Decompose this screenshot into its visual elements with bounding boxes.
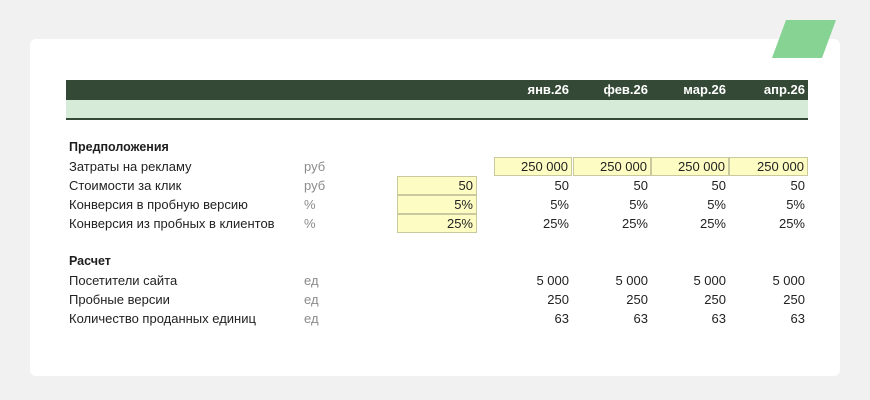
cell-input[interactable]: 250 000	[651, 157, 729, 176]
cell-value[interactable]: 25%	[699, 216, 726, 231]
cell-input[interactable]: 250 000	[494, 157, 572, 176]
row-label: Затраты на рекламу	[69, 159, 192, 174]
cell-value[interactable]: 25%	[542, 216, 569, 231]
row-unit: ед	[304, 273, 319, 288]
month-header-feb[interactable]: фев.26	[603, 82, 649, 97]
row-label: Конверсия в пробную версию	[69, 197, 248, 212]
cell-value[interactable]: 250	[783, 292, 805, 307]
brand-stripe-icon	[772, 20, 836, 58]
cell-value[interactable]: 50	[711, 178, 726, 193]
row-unit: ед	[304, 292, 319, 307]
cell-input[interactable]: 250 000	[729, 157, 808, 176]
row-label: Посетители сайта	[69, 273, 178, 288]
table-row: Посетители сайта ед 5 000 5 000 5 000 5 …	[0, 271, 870, 290]
cell-input[interactable]: 50	[397, 176, 477, 195]
cell-value[interactable]: 50	[554, 178, 569, 193]
month-header-jan[interactable]: янв.26	[527, 82, 569, 97]
cell-value[interactable]: 250	[547, 292, 569, 307]
section-title-assumptions: Предположения	[69, 140, 169, 154]
table-row: Затраты на рекламу руб 250 000 250 000 2…	[0, 157, 870, 176]
table-row: Конверсия из пробных в клиентов % 25% 25…	[0, 214, 870, 233]
header-sub-bar	[66, 100, 808, 120]
table-row: Конверсия в пробную версию % 5% 5% 5% 5%…	[0, 195, 870, 214]
month-header-mar[interactable]: мар.26	[683, 82, 726, 97]
month-header-apr[interactable]: апр.26	[763, 82, 805, 97]
cell-value[interactable]: 5%	[550, 197, 569, 212]
cell-value[interactable]: 50	[633, 178, 648, 193]
row-label: Стоимости за клик	[69, 178, 182, 193]
row-label: Конверсия из пробных в клиентов	[69, 216, 275, 231]
cell-value[interactable]: 5 000	[772, 273, 805, 288]
section-title-calculation: Расчет	[69, 254, 111, 268]
cell-input[interactable]: 25%	[397, 214, 477, 233]
cell-value[interactable]: 63	[554, 311, 569, 326]
cell-value[interactable]: 25%	[778, 216, 805, 231]
cell-value[interactable]: 5 000	[693, 273, 726, 288]
cell-value[interactable]: 5%	[786, 197, 805, 212]
table-row: Пробные версии ед 250 250 250 250	[0, 290, 870, 309]
cell-input[interactable]: 250 000	[573, 157, 651, 176]
table-row: Количество проданных единиц ед 63 63 63 …	[0, 309, 870, 328]
row-unit: ед	[304, 311, 319, 326]
cell-value[interactable]: 50	[790, 178, 805, 193]
cell-value[interactable]: 63	[711, 311, 726, 326]
cell-value[interactable]: 63	[790, 311, 805, 326]
row-unit: руб	[304, 178, 326, 193]
cell-value[interactable]: 63	[633, 311, 648, 326]
cell-input[interactable]: 5%	[397, 195, 477, 214]
header-month-bar	[66, 80, 808, 100]
row-label: Пробные версии	[69, 292, 170, 307]
cell-value[interactable]: 5%	[629, 197, 648, 212]
row-unit: %	[304, 216, 316, 231]
cell-value[interactable]: 250	[704, 292, 726, 307]
cell-value[interactable]: 25%	[621, 216, 648, 231]
row-label: Количество проданных единиц	[69, 311, 256, 326]
table-row: Стоимости за клик руб 50 50 50 50 50	[0, 176, 870, 195]
cell-value[interactable]: 5%	[707, 197, 726, 212]
cell-value[interactable]: 5 000	[615, 273, 648, 288]
row-unit: %	[304, 197, 316, 212]
cell-value[interactable]: 250	[626, 292, 648, 307]
row-unit: руб	[304, 159, 326, 174]
cell-value[interactable]: 5 000	[536, 273, 569, 288]
